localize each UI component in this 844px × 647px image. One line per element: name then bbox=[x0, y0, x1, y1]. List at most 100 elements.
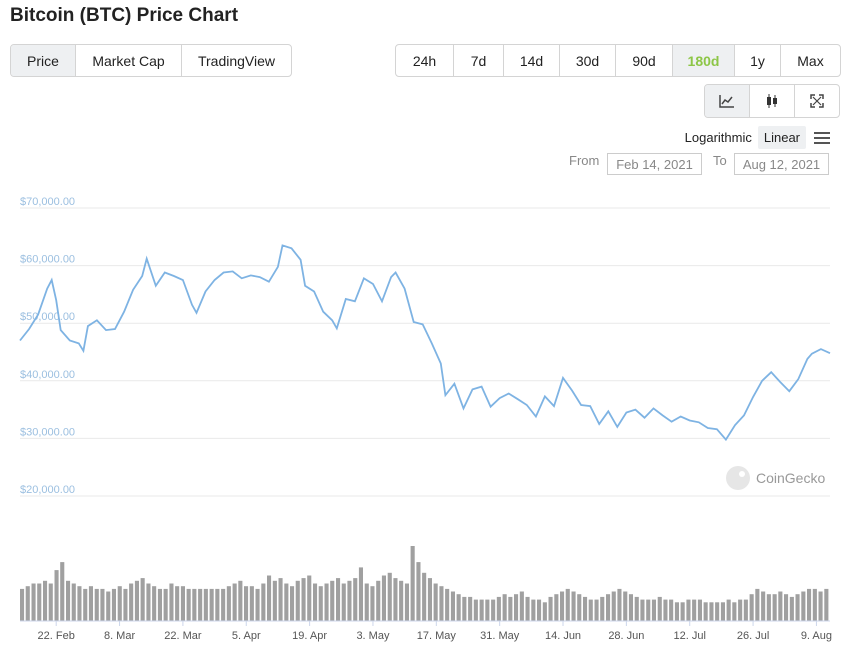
volume-bar bbox=[186, 588, 191, 621]
volume-bar bbox=[519, 591, 524, 621]
tab-30d[interactable]: 30d bbox=[559, 45, 615, 76]
volume-bar bbox=[548, 596, 553, 621]
volume-bar bbox=[473, 599, 478, 621]
volume-bar bbox=[301, 578, 306, 621]
volume-bar bbox=[290, 586, 295, 621]
volume-bar bbox=[83, 588, 88, 621]
volume-bar bbox=[226, 586, 231, 621]
chart-type-toolbar bbox=[704, 84, 840, 118]
y-tick-label: $60,000.00 bbox=[20, 254, 75, 266]
volume-bar bbox=[496, 596, 501, 621]
logarithmic-option[interactable]: Logarithmic bbox=[684, 130, 752, 145]
tab-market-cap[interactable]: Market Cap bbox=[75, 45, 181, 76]
volume-bar bbox=[560, 591, 565, 621]
tab-max[interactable]: Max bbox=[780, 45, 840, 76]
volume-bar bbox=[376, 580, 381, 621]
volume-bar bbox=[749, 594, 754, 621]
volume-bar bbox=[812, 588, 817, 621]
volume-bar bbox=[743, 599, 748, 621]
volume-bar bbox=[491, 599, 496, 621]
volume-bar bbox=[824, 588, 829, 621]
volume-bar bbox=[88, 586, 93, 621]
page-title: Bitcoin (BTC) Price Chart bbox=[10, 5, 239, 26]
volume-bar bbox=[100, 588, 105, 621]
expand-icon[interactable] bbox=[794, 85, 839, 117]
x-tick-label: 31. May bbox=[480, 630, 520, 642]
volume-bar bbox=[789, 596, 794, 621]
volume-bar bbox=[508, 596, 513, 621]
volume-bar bbox=[117, 586, 122, 621]
volume-bar bbox=[651, 599, 656, 621]
volume-bar bbox=[399, 580, 404, 621]
volume-bar bbox=[761, 591, 766, 621]
volume-bar bbox=[106, 591, 111, 621]
volume-bar bbox=[703, 602, 708, 622]
volume-bar bbox=[686, 599, 691, 621]
volume-bar bbox=[221, 588, 226, 621]
candlestick-icon[interactable] bbox=[749, 85, 794, 117]
volume-bar bbox=[393, 578, 398, 621]
volume-bar bbox=[772, 594, 777, 621]
tab-1y[interactable]: 1y bbox=[734, 45, 780, 76]
volume-bar bbox=[697, 599, 702, 621]
volume-bar bbox=[111, 588, 116, 621]
tab-180d[interactable]: 180d bbox=[672, 45, 734, 76]
y-tick-label: $40,000.00 bbox=[20, 369, 75, 381]
volume-bar bbox=[583, 596, 588, 621]
volume-bar bbox=[674, 602, 679, 622]
volume-bar bbox=[577, 594, 582, 621]
linear-option[interactable]: Linear bbox=[757, 126, 806, 149]
volume-bar bbox=[318, 586, 323, 621]
volume-bar bbox=[146, 583, 151, 621]
volume-bar bbox=[163, 588, 168, 621]
volume-bar bbox=[232, 583, 237, 621]
volume-bar bbox=[485, 599, 490, 621]
tab-price[interactable]: Price bbox=[11, 45, 75, 76]
volume-bar bbox=[669, 599, 674, 621]
from-label: From bbox=[569, 153, 600, 168]
volume-bar bbox=[387, 572, 392, 621]
x-tick-label: 19. Apr bbox=[292, 630, 327, 642]
volume-bar bbox=[795, 594, 800, 621]
volume-bar bbox=[410, 546, 415, 621]
volume-bar bbox=[801, 591, 806, 621]
volume-bar bbox=[456, 594, 461, 621]
volume-bar bbox=[364, 583, 369, 621]
tab-14d[interactable]: 14d bbox=[503, 45, 559, 76]
volume-bar bbox=[37, 583, 42, 621]
scale-selector: Logarithmic Linear bbox=[679, 126, 830, 149]
line-chart-icon[interactable] bbox=[705, 85, 749, 117]
tab-90d[interactable]: 90d bbox=[615, 45, 672, 76]
volume-bar bbox=[433, 583, 438, 621]
volume-bar bbox=[502, 594, 507, 621]
volume-bar bbox=[818, 591, 823, 621]
volume-bar bbox=[623, 591, 628, 621]
x-tick-label: 14. Jun bbox=[545, 630, 581, 642]
volume-bar bbox=[134, 580, 139, 621]
volume-bar bbox=[617, 588, 622, 621]
volume-bar bbox=[514, 594, 519, 621]
volume-bar bbox=[766, 594, 771, 621]
volume-bar bbox=[445, 588, 450, 621]
volume-bar bbox=[404, 583, 409, 621]
to-date-input[interactable]: Aug 12, 2021 bbox=[734, 153, 829, 175]
hamburger-menu-icon[interactable] bbox=[814, 131, 830, 144]
volume-bar bbox=[726, 599, 731, 621]
volume-bar bbox=[525, 596, 530, 621]
volume-bar bbox=[43, 580, 48, 621]
volume-bar bbox=[554, 594, 559, 621]
volume-bar bbox=[571, 591, 576, 621]
from-date-input[interactable]: Feb 14, 2021 bbox=[607, 153, 702, 175]
tab-tradingview[interactable]: TradingView bbox=[181, 45, 291, 76]
tab-24h[interactable]: 24h bbox=[412, 52, 437, 69]
volume-bar bbox=[439, 586, 444, 621]
volume-bar bbox=[25, 586, 30, 621]
volume-bar bbox=[313, 583, 318, 621]
volume-bar bbox=[284, 583, 289, 621]
x-tick-label: 22. Mar bbox=[164, 630, 202, 642]
volume-bar bbox=[784, 594, 789, 621]
volume-bar bbox=[94, 588, 99, 621]
tab-7d[interactable]: 7d bbox=[453, 45, 503, 76]
volume-bar bbox=[152, 586, 157, 621]
volume-bar bbox=[255, 588, 260, 621]
